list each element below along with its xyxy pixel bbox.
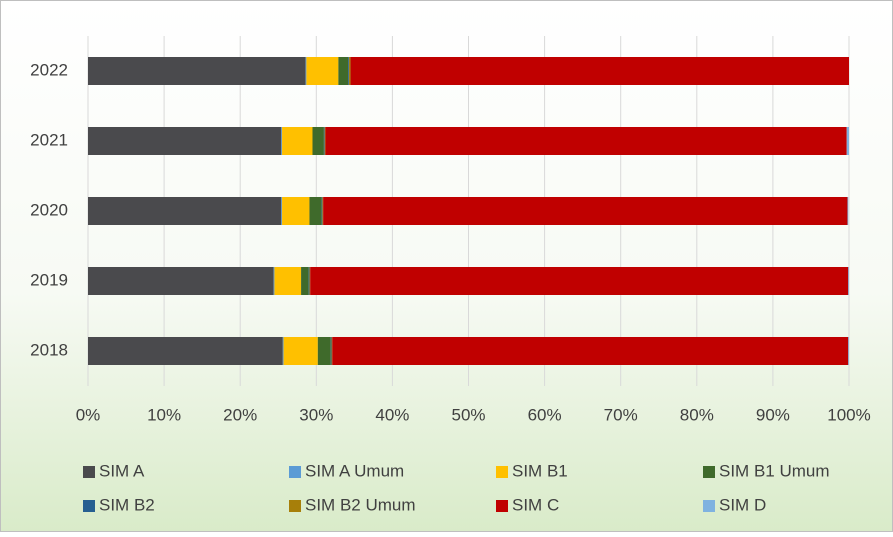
legend-label: SIM A Umum xyxy=(305,461,404,480)
bar-segment xyxy=(848,337,849,365)
bar-segment xyxy=(305,57,307,85)
bar-segment xyxy=(309,197,322,225)
bar-segment xyxy=(310,267,849,295)
bar-segment xyxy=(332,337,849,365)
y-tick-label: 2019 xyxy=(30,270,68,289)
legend-swatch xyxy=(496,466,508,478)
y-tick-label: 2020 xyxy=(30,200,68,219)
bar-segment xyxy=(301,267,309,295)
bar-segment xyxy=(88,197,282,225)
legend-swatch xyxy=(83,466,95,478)
bar-segment xyxy=(847,197,849,225)
legend-label: SIM C xyxy=(512,495,559,514)
bar-segment xyxy=(309,267,311,295)
x-tick-label: 70% xyxy=(604,405,638,424)
bar-segment xyxy=(283,337,318,365)
bar-segment xyxy=(274,267,302,295)
bar-segment xyxy=(273,267,275,295)
bar-segment xyxy=(88,267,274,295)
bar-segment xyxy=(282,337,284,365)
legend-swatch xyxy=(496,500,508,512)
bar-segment xyxy=(331,337,333,365)
legend-swatch xyxy=(703,466,715,478)
bar-segment xyxy=(321,197,323,225)
bar-segment xyxy=(282,197,310,225)
x-tick-label: 100% xyxy=(827,405,870,424)
x-tick-label: 80% xyxy=(680,405,714,424)
legend-label: SIM B2 Umum xyxy=(305,495,416,514)
x-tick-label: 30% xyxy=(299,405,333,424)
bar-segment xyxy=(312,127,324,155)
x-tick-label: 0% xyxy=(76,405,101,424)
bar-segment xyxy=(322,197,324,225)
x-tick-label: 40% xyxy=(375,405,409,424)
bar-segment xyxy=(308,267,310,295)
bar-segment xyxy=(282,127,313,155)
legend-label: SIM A xyxy=(99,461,145,480)
bar-segment xyxy=(323,197,848,225)
bar-segment xyxy=(323,127,325,155)
bar-segment xyxy=(330,337,332,365)
x-tick-label: 20% xyxy=(223,405,257,424)
bar-segment xyxy=(317,337,331,365)
bar-segment xyxy=(349,57,351,85)
legend-swatch xyxy=(289,466,301,478)
legend-label: SIM B1 xyxy=(512,461,568,480)
y-tick-label: 2022 xyxy=(30,60,68,79)
bar-segment xyxy=(281,127,283,155)
bar-segment xyxy=(848,267,849,295)
bar-segment xyxy=(338,57,349,85)
bar-segment xyxy=(846,127,849,155)
legend-swatch xyxy=(703,500,715,512)
x-tick-label: 50% xyxy=(451,405,485,424)
legend-label: SIM B2 xyxy=(99,495,155,514)
x-tick-label: 90% xyxy=(756,405,790,424)
legend-label: SIM D xyxy=(719,495,766,514)
bar-segment xyxy=(350,57,849,85)
legend-swatch xyxy=(289,500,301,512)
bar-segment xyxy=(348,57,350,85)
x-tick-label: 10% xyxy=(147,405,181,424)
legend-swatch xyxy=(83,500,95,512)
bar-segment xyxy=(281,197,283,225)
bar-segment xyxy=(88,337,283,365)
y-tick-label: 2018 xyxy=(30,340,68,359)
x-tick-label: 60% xyxy=(528,405,562,424)
bar-segment xyxy=(88,127,282,155)
bar-segment xyxy=(306,57,339,85)
bar-segment xyxy=(325,127,847,155)
bar-segment xyxy=(88,57,306,85)
y-tick-label: 2021 xyxy=(30,130,68,149)
legend-label: SIM B1 Umum xyxy=(719,461,830,480)
bar-segment xyxy=(324,127,326,155)
